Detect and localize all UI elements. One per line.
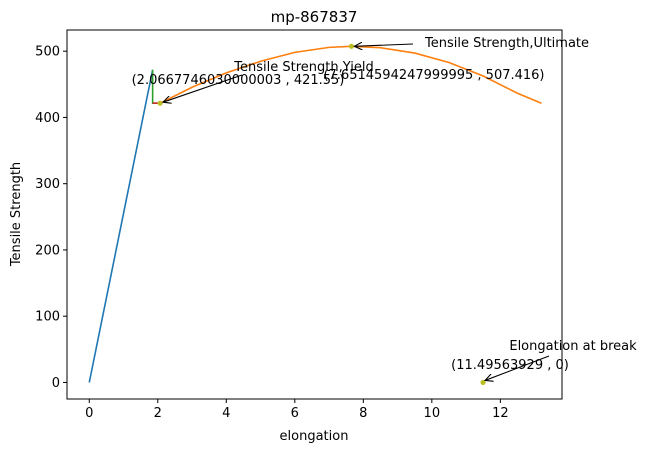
series-line-1	[88, 69, 154, 383]
annotations: Tensile Strength,Yield(2.066774603000000…	[132, 36, 637, 380]
y-axis: 0 100 200 300 400 500	[35, 45, 67, 391]
annotation-arrow-ultimate	[354, 44, 414, 46]
y-tick-label: 400	[35, 111, 60, 126]
y-axis-title: Tensile Strength	[9, 162, 24, 267]
y-tick-label: 0	[52, 376, 60, 391]
x-tick-label: 10	[424, 406, 441, 421]
x-tick-label: 12	[492, 406, 509, 421]
y-tick-label: 200	[35, 243, 60, 258]
annotation-label-break: Elongation at break	[509, 339, 637, 354]
annotation-label-yield: Tensile Strength,Yield	[233, 60, 373, 75]
y-tick-label: 100	[35, 310, 60, 325]
plot-area	[88, 43, 542, 386]
data-point-1	[157, 100, 163, 106]
x-tick-label: 4	[222, 406, 230, 421]
annotation-coord-yield: (2.0667746030000003 , 421.55)	[132, 73, 345, 88]
data-point-3	[480, 379, 486, 386]
y-tick-label: 500	[35, 45, 60, 60]
annotation-coord-ultimate: (7.6514594247999995 , 507.416)	[323, 68, 544, 83]
data-point-2	[348, 43, 354, 49]
annotation-coord-break: (11.49563929 , 0)	[451, 358, 569, 373]
plot-frame	[66, 29, 563, 400]
y-tick-label: 300	[35, 177, 60, 192]
annotation-arrow-yield	[163, 74, 243, 102]
chart-title: mp-867837	[271, 8, 358, 26]
x-tick-label: 2	[154, 406, 162, 421]
annotation-label-ultimate: Tensile Strength,Ultimate	[424, 36, 589, 51]
x-tick-label: 8	[359, 406, 367, 421]
x-axis: 0 2 4 6 8 10 12	[85, 399, 509, 421]
annotation-arrow-break	[485, 355, 550, 380]
x-axis-title: elongation	[280, 429, 349, 444]
x-tick-label: 0	[85, 406, 93, 421]
x-tick-label: 6	[291, 406, 299, 421]
